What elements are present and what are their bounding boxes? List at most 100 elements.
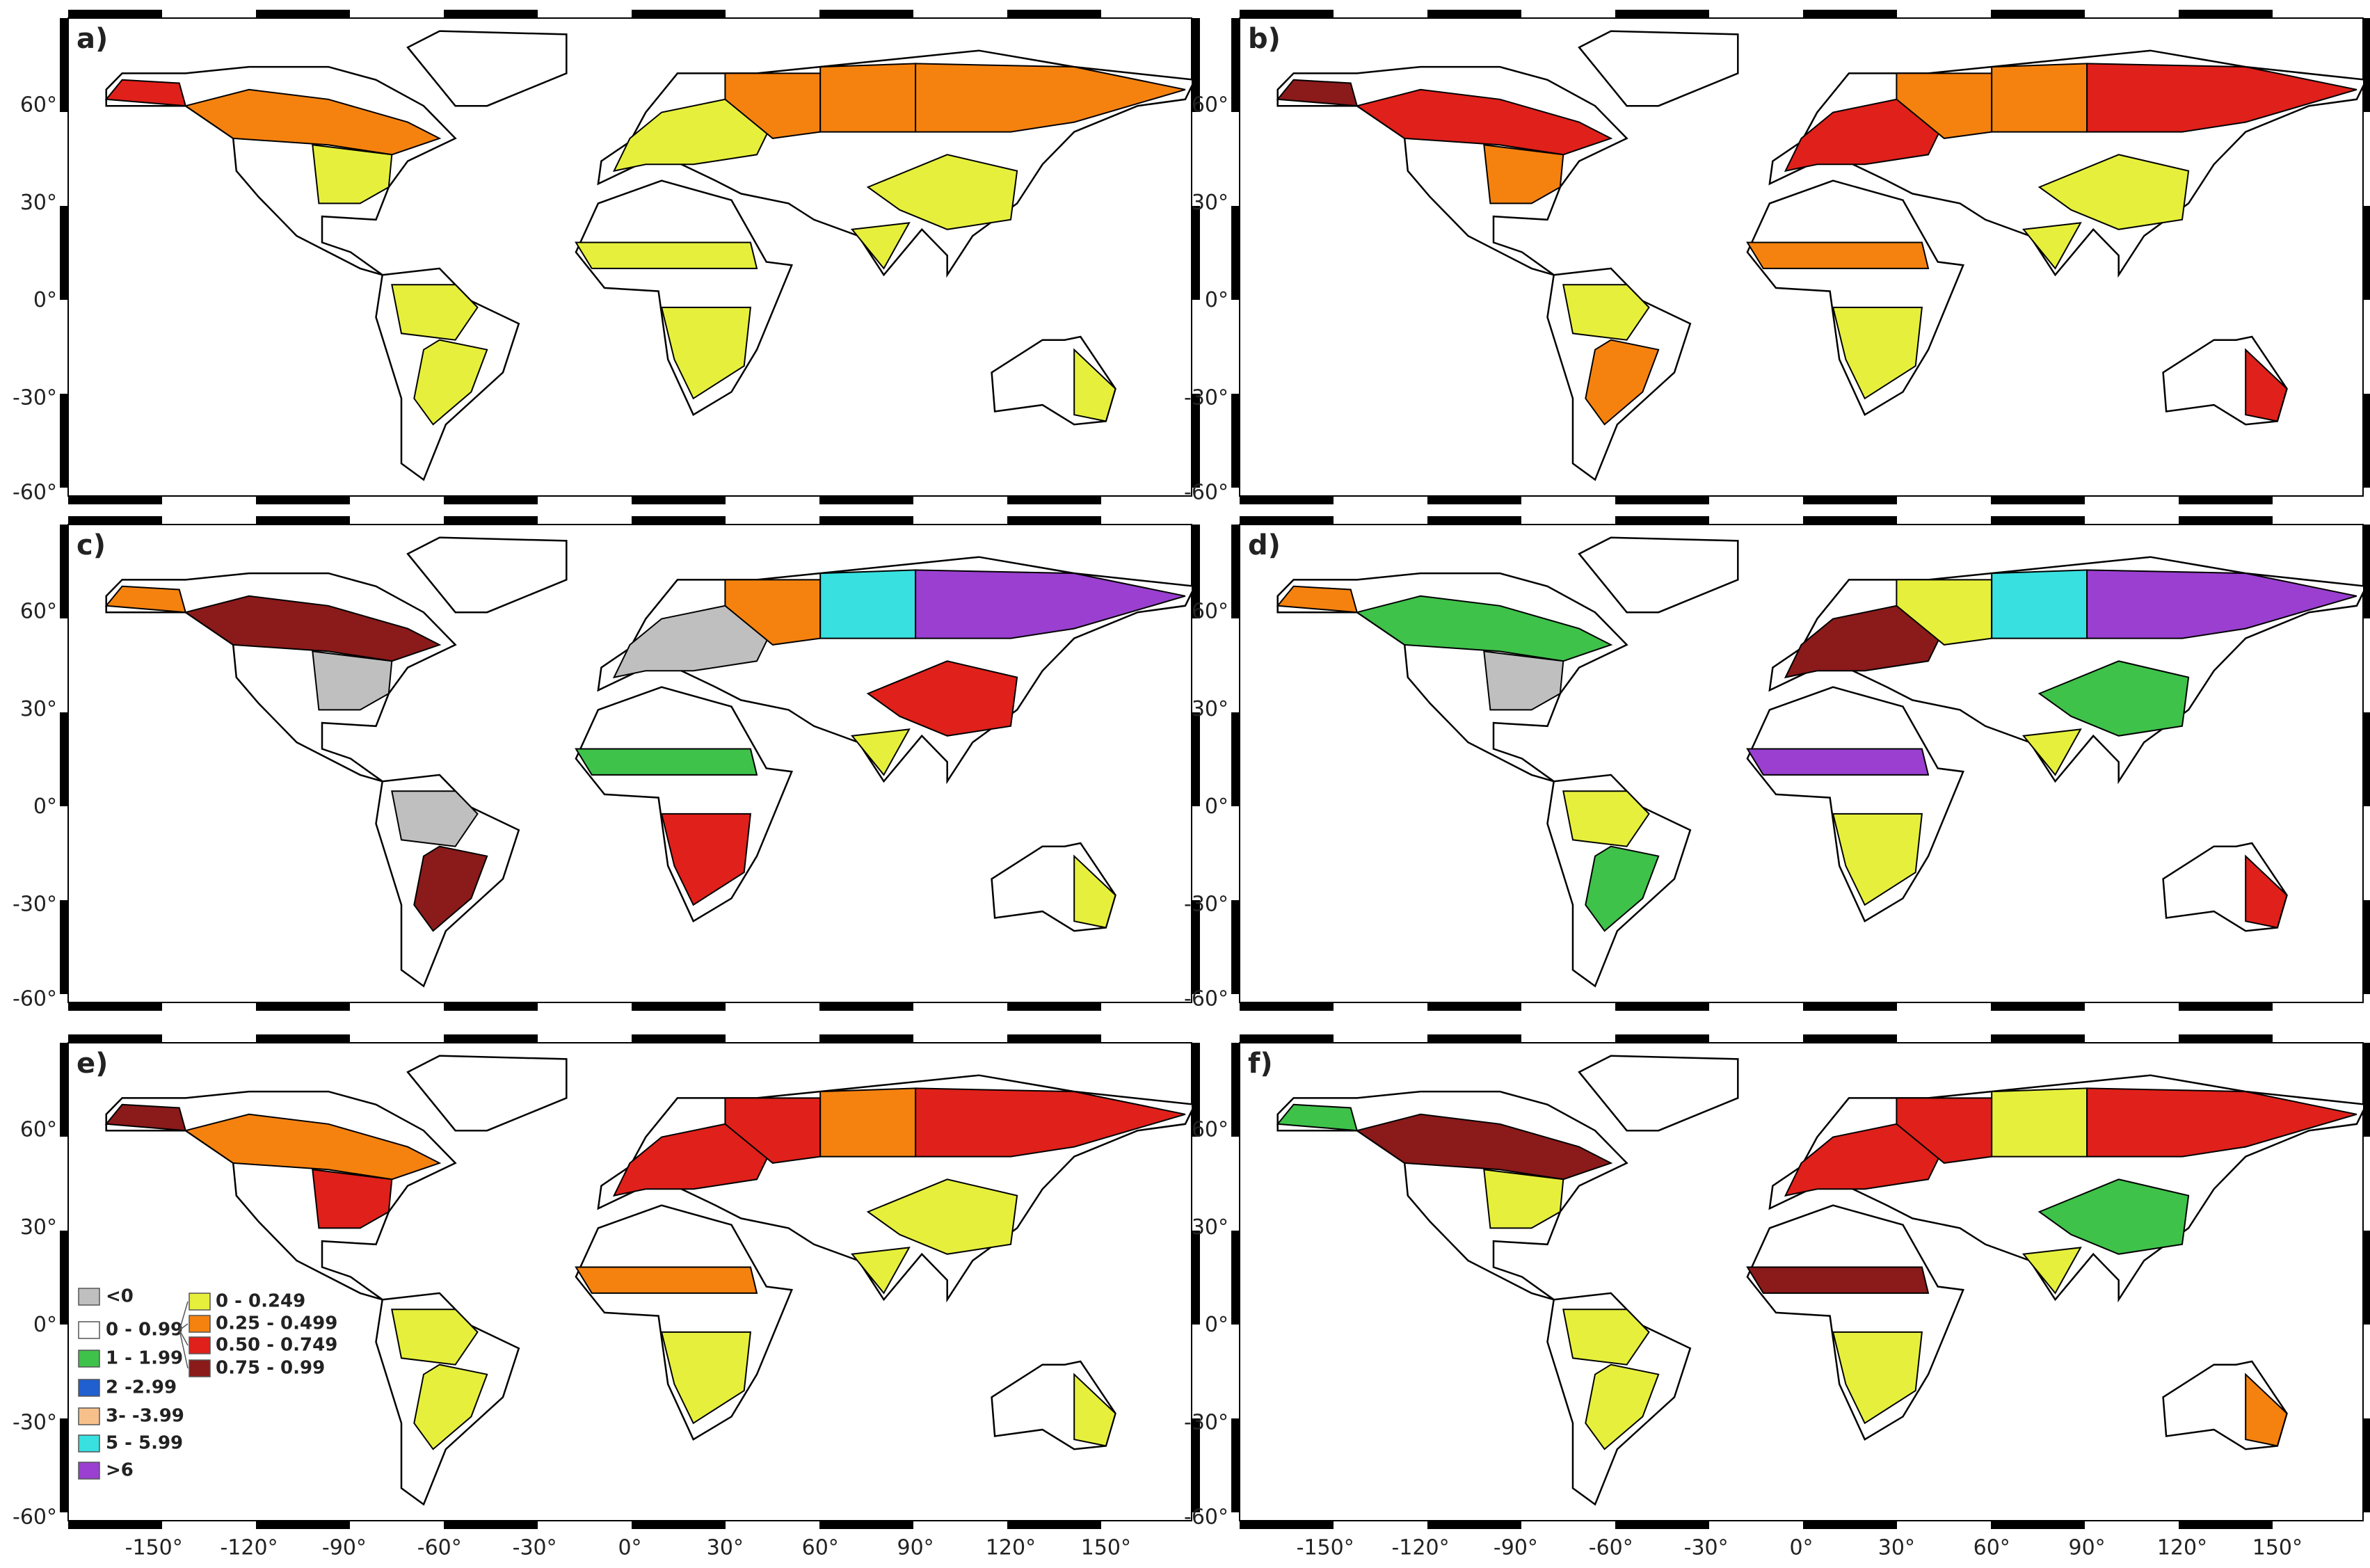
region — [1746, 1266, 1930, 1294]
lat-tick-label: -30° — [13, 1410, 57, 1434]
legend-bracket — [179, 1329, 189, 1369]
region — [184, 1113, 442, 1181]
legend-swatch — [78, 1379, 100, 1397]
panel-label: f) — [1248, 1048, 1273, 1080]
lat-tick-label: -60° — [1184, 481, 1228, 505]
region — [660, 813, 752, 906]
region — [1073, 348, 1116, 422]
region — [2086, 63, 2357, 133]
legend-label: >6 — [106, 1460, 134, 1481]
lat-tick-label: 60° — [20, 600, 57, 624]
region — [1562, 284, 1650, 341]
lat-tick-label: 60° — [20, 1118, 57, 1142]
region — [819, 1087, 917, 1158]
lon-tick-label: 150° — [2252, 1536, 2303, 1560]
landmass — [1578, 1055, 1739, 1132]
legend-swatch — [189, 1315, 211, 1333]
region — [660, 306, 752, 400]
lat-tick-label: -30° — [13, 892, 57, 916]
legend-bracket — [179, 1323, 189, 1331]
region — [850, 222, 911, 270]
legend-label: 0.75 - 0.99 — [216, 1358, 325, 1379]
region — [184, 88, 442, 156]
lat-tick-label: 0° — [33, 1313, 57, 1337]
legend-swatch — [78, 1321, 100, 1339]
region — [2037, 154, 2190, 230]
legend-swatch — [78, 1350, 100, 1368]
landmass — [406, 1055, 568, 1132]
legend-label: 0.25 - 0.499 — [216, 1313, 337, 1334]
region — [1585, 1363, 1660, 1450]
lat-tick-label: 30° — [1192, 1215, 1228, 1240]
legend-label: 0.50 - 0.749 — [216, 1335, 337, 1356]
region — [104, 1103, 187, 1132]
legend-label: 0 - 0.99 — [106, 1320, 183, 1341]
region — [2037, 1178, 2190, 1255]
lat-tick-label: 30° — [20, 191, 57, 215]
panel-label: b) — [1248, 23, 1281, 55]
lon-tick-label: 90° — [2068, 1536, 2105, 1560]
panel-label: a) — [77, 23, 108, 55]
lat-tick-label: 30° — [20, 1215, 57, 1240]
region — [1991, 1087, 2088, 1158]
region — [866, 154, 1018, 230]
region — [1483, 1169, 1564, 1229]
lat-tick-label: 0° — [33, 288, 57, 312]
region — [1832, 306, 1923, 400]
region — [1991, 63, 2088, 133]
region — [660, 1331, 752, 1425]
lat-tick-label: 60° — [1192, 1118, 1228, 1142]
lat-tick-label: 0° — [1205, 794, 1228, 819]
region — [2245, 854, 2288, 929]
region — [2086, 569, 2357, 639]
region — [575, 748, 758, 776]
region — [413, 1363, 488, 1450]
legend-bracket — [179, 1301, 189, 1331]
landmass — [1578, 30, 1739, 107]
legend-swatch — [78, 1462, 100, 1480]
lat-tick-label: 30° — [1192, 191, 1228, 215]
map-panel: e) 60° 30° 0° -30° -60° -150° -120° -90° -60° -30°… — [13, 1034, 1200, 1560]
lon-tick-label: -30° — [1684, 1536, 1729, 1560]
panel-label: c) — [77, 529, 106, 561]
lon-tick-label: 90° — [897, 1536, 934, 1560]
region — [1562, 1309, 1650, 1366]
region — [1585, 845, 1660, 932]
lat-tick-label: 30° — [20, 697, 57, 721]
region — [1073, 854, 1116, 929]
region — [2245, 1373, 2288, 1447]
region — [2021, 222, 2082, 270]
lat-tick-label: -30° — [1184, 892, 1228, 916]
lat-tick-label: -30° — [1184, 1410, 1228, 1434]
lon-tick-label: -30° — [513, 1536, 557, 1560]
map-panel: a) 60° 30° 0° -30° -60° — [13, 10, 1200, 505]
region — [2086, 1087, 2357, 1158]
landmass — [1578, 536, 1739, 614]
lat-tick-label: -60° — [1184, 1505, 1228, 1530]
region — [915, 1087, 1186, 1158]
region — [391, 790, 479, 847]
region — [184, 595, 442, 662]
region — [866, 660, 1018, 737]
lon-tick-label: 150° — [1081, 1536, 1131, 1560]
lon-tick-label: 30° — [1878, 1536, 1915, 1560]
region — [312, 650, 393, 711]
region — [1355, 595, 1613, 662]
panel-label: e) — [77, 1048, 108, 1080]
region — [1276, 585, 1359, 614]
lon-tick-label: -60° — [417, 1536, 462, 1560]
lon-tick-label: -60° — [1589, 1536, 1633, 1560]
region — [391, 1309, 479, 1366]
legend-swatch — [189, 1359, 211, 1377]
legend-label: 5 - 5.99 — [106, 1433, 183, 1454]
region — [1355, 88, 1613, 156]
region — [1832, 1331, 1923, 1425]
region — [2037, 660, 2190, 737]
region — [575, 1266, 758, 1294]
region — [915, 63, 1186, 133]
legend-swatch — [189, 1293, 211, 1311]
legend: <0 0 - 0.99 1 - 1.99 2 -2.99 3- -3.99 5 - 5.9… — [78, 1286, 337, 1481]
legend-label: 1 - 1.99 — [106, 1348, 183, 1369]
region — [2245, 348, 2288, 422]
